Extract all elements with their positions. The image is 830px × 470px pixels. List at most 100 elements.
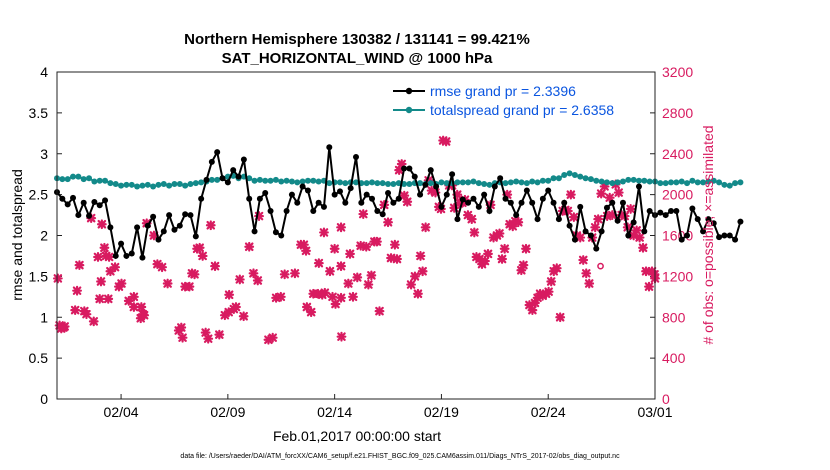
obs-marker <box>279 269 290 280</box>
totalspread-series-point <box>304 177 311 184</box>
obs-marker <box>244 241 255 252</box>
totalspread-series-point <box>700 179 707 186</box>
obs-marker <box>313 258 324 268</box>
rmse-series-point <box>240 156 247 163</box>
rmse-series-point <box>331 191 338 198</box>
obs-marker <box>103 293 114 304</box>
obs-marker <box>319 227 329 238</box>
rmse-series-point <box>411 173 418 180</box>
rmse-series-point <box>566 222 573 229</box>
rmse-series-point <box>187 212 194 219</box>
obs-marker <box>410 271 420 282</box>
obs-marker <box>96 219 107 230</box>
totalspread-series-point <box>577 173 584 180</box>
obs-marker <box>194 242 205 253</box>
obs-marker <box>543 286 554 297</box>
rmse-series-point <box>315 199 322 206</box>
totalspread-series-point <box>443 180 450 187</box>
legend-spread-marker <box>405 106 413 114</box>
totalspread-series-point <box>593 177 600 184</box>
totalspread-series-point <box>732 180 739 187</box>
x-tick-label: 03/01 <box>637 404 672 420</box>
totalspread-series-point <box>315 178 322 185</box>
obs-marker <box>116 278 127 289</box>
rmse-series-point <box>203 176 210 183</box>
obs-marker <box>546 276 557 287</box>
totalspread-series-point <box>363 180 370 187</box>
rmse-series-point <box>246 195 253 202</box>
obs-marker <box>565 189 576 200</box>
totalspread-series-point <box>70 173 77 180</box>
totalspread-series-point <box>75 173 82 180</box>
obs-marker <box>374 306 385 317</box>
obs-possible-marker <box>597 262 604 270</box>
obs-marker <box>104 252 115 262</box>
rmse-series-point <box>326 144 333 151</box>
totalspread-series-point <box>486 181 493 188</box>
rmse-series-point <box>417 191 424 198</box>
obs-marker <box>306 307 317 318</box>
rmse-series-point <box>86 212 93 219</box>
obs-marker <box>52 273 63 284</box>
rmse-series-point <box>283 207 290 214</box>
totalspread-series-point <box>176 180 183 187</box>
obs-marker <box>604 192 615 203</box>
obs-marker <box>176 322 187 333</box>
totalspread-series-point <box>278 178 285 185</box>
totalspread-series-point <box>716 179 723 186</box>
totalspread-series-point <box>438 179 445 186</box>
totalspread-series-point <box>417 180 424 187</box>
obs-marker <box>157 262 167 273</box>
rmse-series-point <box>534 216 541 223</box>
rmse-series <box>54 144 744 261</box>
obs-marker <box>74 260 85 271</box>
obs-marker <box>420 222 431 233</box>
obs-marker <box>555 312 566 323</box>
obs-marker <box>184 281 195 292</box>
totalspread-series-point <box>182 182 189 189</box>
rmse-series-point <box>294 199 301 206</box>
totalspread-series-point <box>694 179 701 186</box>
rmse-series-point <box>481 191 488 198</box>
totalspread-series-point <box>112 180 119 187</box>
rmse-series-point <box>705 216 712 223</box>
obs-marker <box>252 275 263 286</box>
obs-marker <box>267 332 278 343</box>
obs-marker <box>301 245 311 256</box>
rmse-series-point <box>230 167 237 174</box>
rmse-series-point <box>70 194 77 201</box>
totalspread-series-point <box>662 180 669 187</box>
obs-marker <box>177 332 188 343</box>
obs-marker <box>372 236 382 247</box>
rmse-series-point <box>732 236 739 243</box>
rmse-series-point <box>251 228 258 235</box>
y-left-tick-label: 1.5 <box>29 268 49 284</box>
rmse-series-point <box>304 187 311 194</box>
totalspread-series-point <box>721 181 728 188</box>
obs-marker <box>348 291 358 302</box>
obs-marker <box>336 292 346 303</box>
obs-marker <box>187 268 197 279</box>
obs-marker <box>644 281 654 292</box>
legend: rmse grand pr = 2.3396 totalspread grand… <box>388 77 614 121</box>
obs-marker <box>325 266 335 277</box>
y-left-tick-label: 2 <box>40 228 48 244</box>
rmse-series-point <box>518 199 525 206</box>
totalspread-series-point <box>96 177 103 184</box>
totalspread-series-point <box>625 176 632 183</box>
totalspread-series-point <box>609 180 616 187</box>
totalspread-series-point <box>513 178 520 185</box>
rmse-series-point <box>603 204 610 211</box>
obs-marker <box>417 266 428 277</box>
rmse-series-point <box>75 212 82 219</box>
rmse-series-point <box>545 187 552 194</box>
obs-marker <box>319 287 330 298</box>
totalspread-series-point <box>166 182 173 189</box>
rmse-series-point <box>267 207 274 214</box>
rmse-series-point <box>91 198 98 205</box>
totalspread-series-point <box>641 177 648 184</box>
rmse-series-point <box>182 211 189 218</box>
rmse-series-point <box>673 207 680 214</box>
totalspread-series-point <box>262 177 269 184</box>
x-tick-label: 02/04 <box>104 404 139 420</box>
